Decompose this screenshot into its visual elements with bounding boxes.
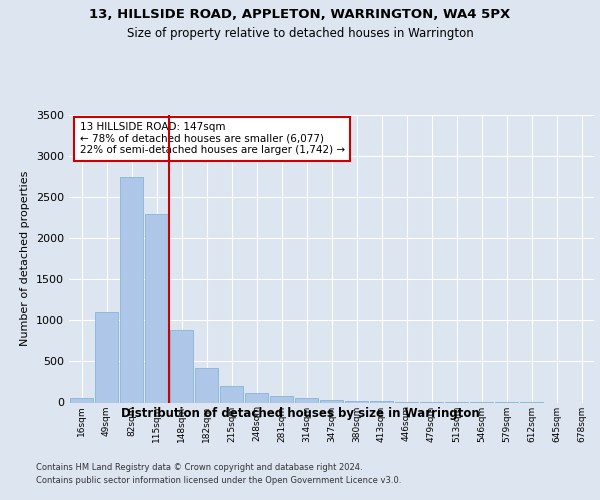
Text: 13, HILLSIDE ROAD, APPLETON, WARRINGTON, WA4 5PX: 13, HILLSIDE ROAD, APPLETON, WARRINGTON,… [89, 8, 511, 20]
Bar [145, 214, 168, 402]
Bar [70, 398, 93, 402]
Y-axis label: Number of detached properties: Number of detached properties [20, 171, 31, 346]
Bar [195, 368, 218, 402]
Bar [245, 394, 268, 402]
Bar [95, 312, 118, 402]
Bar [270, 396, 293, 402]
Bar [120, 176, 143, 402]
Bar [345, 401, 368, 402]
Bar [170, 330, 193, 402]
Text: Contains HM Land Registry data © Crown copyright and database right 2024.: Contains HM Land Registry data © Crown c… [36, 462, 362, 471]
Bar [295, 398, 318, 402]
Text: 13 HILLSIDE ROAD: 147sqm
← 78% of detached houses are smaller (6,077)
22% of sem: 13 HILLSIDE ROAD: 147sqm ← 78% of detach… [79, 122, 344, 156]
Bar [220, 386, 243, 402]
Bar [320, 400, 343, 402]
Text: Contains public sector information licensed under the Open Government Licence v3: Contains public sector information licen… [36, 476, 401, 485]
Text: Size of property relative to detached houses in Warrington: Size of property relative to detached ho… [127, 28, 473, 40]
Text: Distribution of detached houses by size in Warrington: Distribution of detached houses by size … [121, 408, 479, 420]
